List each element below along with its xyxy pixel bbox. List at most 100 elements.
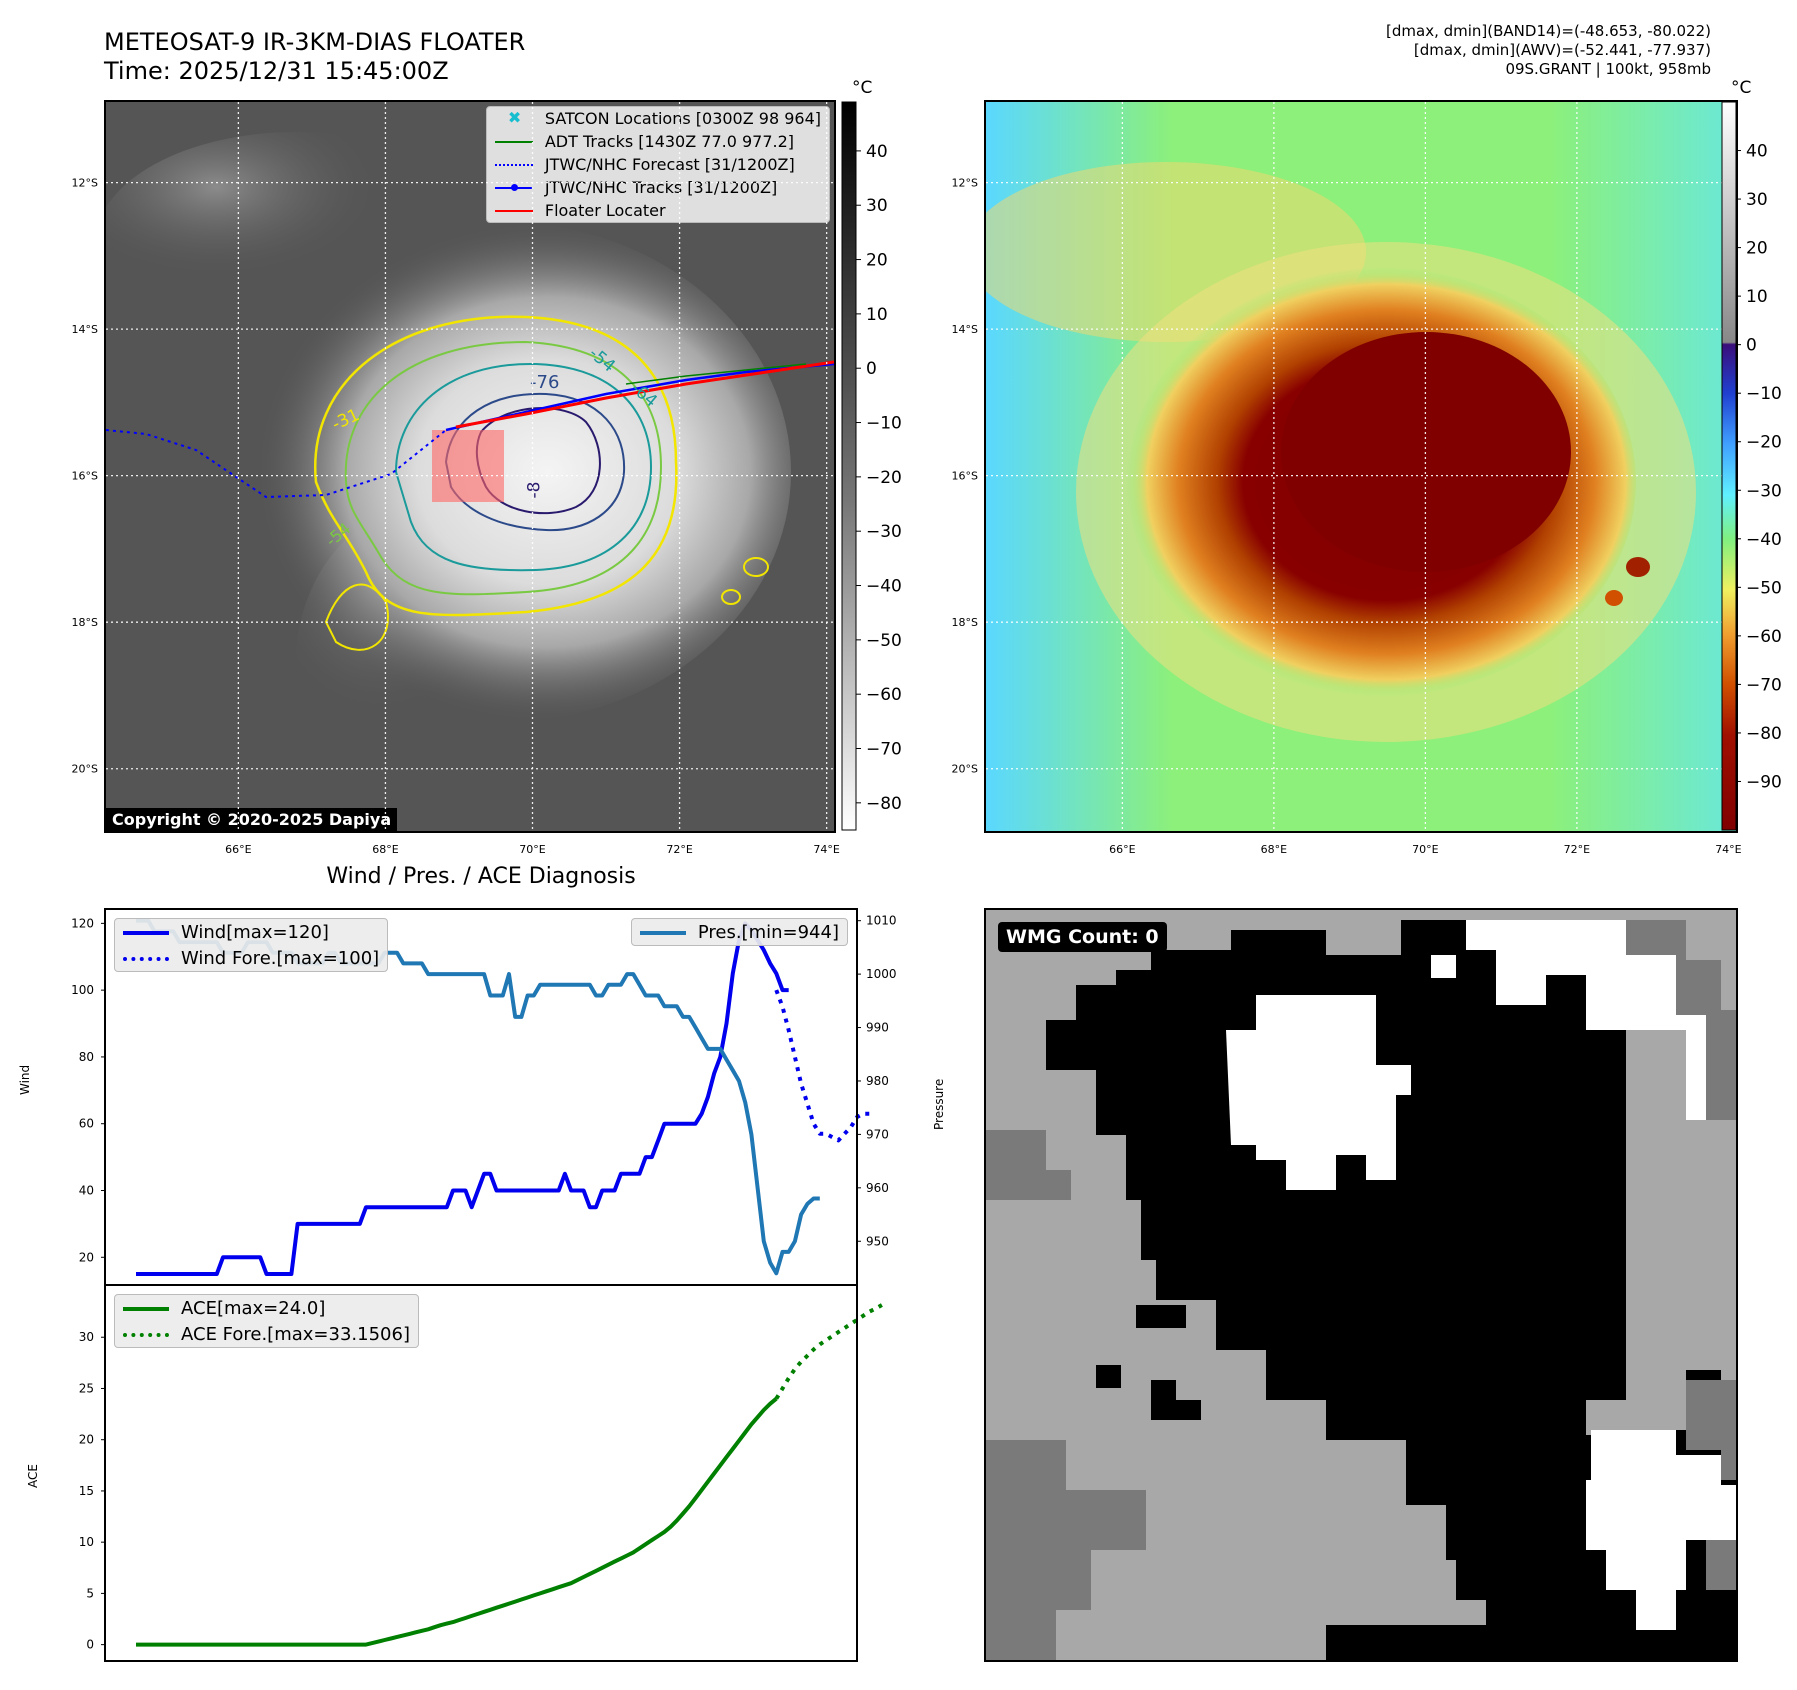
ace-chart-ytick-label: 0: [86, 1638, 94, 1652]
wmg-region-white: [1431, 955, 1456, 978]
color-colorbar-tick-label: −50: [1746, 578, 1782, 598]
legend-line-dot-icon: [494, 180, 533, 196]
wmg-region-black: [1371, 1370, 1471, 1430]
lat-tick-label: 14°S: [952, 323, 978, 336]
legend-item-floater: Floater Locater: [487, 199, 829, 222]
lat-tick-label: 16°S: [72, 470, 98, 483]
wind-axis-label: Wind: [18, 1064, 32, 1095]
wmg-region-white: [1586, 1430, 1736, 1630]
contour-small-cell: [743, 557, 769, 577]
color-colorbar-tick-label: −30: [1746, 481, 1782, 501]
contour-blue: [444, 392, 626, 532]
lon-tick-label: 68°E: [372, 843, 398, 856]
lat-tick-label: 12°S: [952, 177, 978, 190]
lon-tick-label: 72°E: [666, 843, 692, 856]
color-colorbar-tick-label: 10: [1746, 287, 1768, 307]
wmg-region-black: [1136, 1305, 1186, 1328]
legend-item-pressure: Pres.[min=944]: [632, 919, 847, 945]
wind-chart-ytick-label: 20: [79, 1250, 94, 1264]
color-enhanced-panel: [984, 100, 1738, 833]
color-colorbar-unit: °C: [1731, 78, 1752, 98]
wmg-region-darkgray: [1686, 1380, 1736, 1480]
wind-chart-y2tick-label: 950: [866, 1234, 889, 1248]
wind-chart-ytick-label: 60: [79, 1117, 94, 1131]
ir-colorbar-tick-label: −80: [866, 794, 902, 814]
ir-colorbar-tick-label: −10: [866, 414, 902, 434]
wmg-region-darkgray: [986, 1440, 1146, 1660]
ir-colorbar-tick-label: −30: [866, 522, 902, 542]
legend-label: Pres.[min=944]: [697, 921, 839, 943]
color-colorbar-tick-label: −60: [1746, 627, 1782, 647]
color-colorbar-tick-label: −70: [1746, 675, 1782, 695]
lat-tick-label: 20°S: [72, 763, 98, 776]
legend-label: Wind[max=120]: [181, 921, 329, 943]
ir-colorbar-tick-label: 40: [866, 142, 888, 162]
enhanced-image: [986, 102, 1736, 831]
pressure-legend: Pres.[min=944]: [630, 918, 848, 946]
color-colorbar-tick-label: 0: [1746, 336, 1757, 356]
pressure-axis-label: Pressure: [932, 1078, 946, 1130]
info-line1: [dmax, dmin](BAND14)=(-48.653, -80.022): [1386, 22, 1711, 40]
contour-small-cell: [721, 589, 741, 605]
copyright-label: Copyright © 2020-2025 Dapiya: [106, 808, 398, 831]
legend-item-ace: ACE[max=24.0]: [115, 1295, 418, 1321]
wmg-image: [986, 910, 1736, 1660]
legend-label: Floater Locater: [544, 201, 666, 220]
legend-line-icon: [494, 134, 533, 150]
lon-tick-label: 72°E: [1564, 843, 1590, 856]
wmg-panel: WMG Count: 0: [984, 908, 1738, 1662]
contour-teal: [394, 362, 653, 572]
legend-item-wind-forecast: Wind Fore.[max=100]: [115, 945, 387, 971]
ir-colorbar-tick-label: 0: [866, 359, 877, 379]
lon-tick-label: 70°E: [1412, 843, 1438, 856]
legend-label: ADT Tracks [1430Z 77.0 977.2]: [544, 132, 795, 151]
contour-label: -76: [530, 372, 560, 393]
legend-item-satcon: ✖ SATCON Locations [0300Z 98 964]: [487, 107, 829, 130]
color-colorbar-tick-label: −90: [1746, 772, 1782, 792]
legend-label: JTWC/NHC Forecast [31/1200Z]: [544, 155, 795, 174]
legend-label: ACE[max=24.0]: [181, 1297, 326, 1319]
ace-legend: ACE[max=24.0] ACE Fore.[max=33.1506]: [114, 1294, 419, 1348]
convective-cell: [1626, 557, 1650, 577]
ace-chart-ytick-label: 30: [79, 1330, 94, 1344]
ir-colorbar-tick-label: −50: [866, 631, 902, 651]
lon-tick-label: 74°E: [1715, 843, 1741, 856]
legend-item-ace-forecast: ACE Fore.[max=33.1506]: [115, 1321, 418, 1347]
wmg-region-black: [1096, 1365, 1121, 1388]
legend-item-forecast: JTWC/NHC Forecast [31/1200Z]: [487, 153, 829, 176]
color-colorbar-tick-label: 40: [1746, 142, 1768, 162]
ir-colorbar-tick-label: −60: [866, 685, 902, 705]
legend-item-wind: Wind[max=120]: [115, 919, 387, 945]
ace-chart-ytick-label: 20: [79, 1433, 94, 1447]
lon-tick-label: 70°E: [519, 843, 545, 856]
wmg-region-darkgray: [1626, 920, 1736, 1120]
wind-chart-y2tick-label: 1010: [866, 914, 897, 928]
legend-dotted-line-icon: [494, 157, 533, 173]
wind-chart-ytick-label: 100: [71, 983, 94, 997]
lat-tick-label: 12°S: [72, 177, 98, 190]
ace-chart-ytick-label: 15: [79, 1484, 94, 1498]
wmg-region-black: [1046, 920, 1721, 1560]
adt-track: [625, 363, 807, 385]
forecast-track: [106, 429, 447, 499]
wmg-count-badge: WMG Count: 0: [998, 922, 1167, 952]
ir-colorbar-tick-label: 30: [866, 196, 888, 216]
lon-tick-label: 66°E: [225, 843, 251, 856]
ir-image: [106, 102, 834, 831]
legend-label: Wind Fore.[max=100]: [181, 947, 380, 969]
wmg-region-darkgray: [1706, 1540, 1736, 1590]
ace-chart-ytick-label: 25: [79, 1381, 94, 1395]
ir-colorbar-tick-label: 10: [866, 305, 888, 325]
legend-line-icon: [494, 203, 533, 219]
convective-cell: [1605, 590, 1623, 606]
lat-tick-label: 18°S: [952, 616, 978, 629]
wind-pressure-chart: Wind[max=120] Wind Fore.[max=100] Pres.[…: [104, 908, 858, 1286]
color-colorbar-tick-label: 20: [1746, 239, 1768, 259]
wind-chart-y2tick-label: 960: [866, 1181, 889, 1195]
color-colorbar-tick-label: −40: [1746, 530, 1782, 550]
legend-marker-x-icon: ✖: [507, 107, 522, 127]
info-line3: 09S.GRANT | 100kt, 958mb: [1505, 60, 1711, 78]
ir-colorbar: [841, 101, 857, 831]
legend-label: SATCON Locations [0300Z 98 964]: [544, 109, 821, 128]
wmg-region-white: [1466, 920, 1706, 1120]
